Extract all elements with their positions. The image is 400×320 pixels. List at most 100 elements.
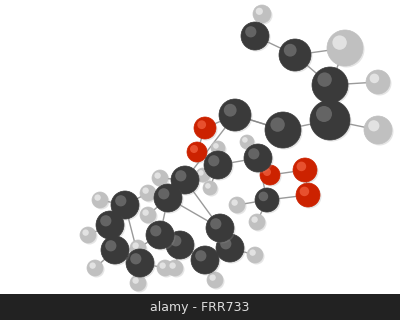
Circle shape (204, 151, 232, 179)
Circle shape (207, 272, 223, 288)
Circle shape (102, 237, 130, 266)
Circle shape (170, 235, 182, 246)
Circle shape (142, 188, 149, 194)
Circle shape (280, 41, 312, 73)
Circle shape (208, 215, 236, 244)
Circle shape (224, 104, 237, 116)
Circle shape (187, 142, 207, 162)
Circle shape (219, 99, 251, 131)
Circle shape (148, 222, 176, 251)
Circle shape (312, 101, 352, 141)
Circle shape (154, 184, 182, 212)
Circle shape (130, 275, 146, 291)
Circle shape (206, 153, 234, 180)
Circle shape (204, 182, 218, 196)
Circle shape (208, 274, 224, 290)
Circle shape (158, 261, 174, 277)
Circle shape (218, 236, 246, 263)
Circle shape (242, 137, 248, 143)
Circle shape (192, 247, 220, 276)
Circle shape (154, 172, 170, 188)
Circle shape (368, 120, 380, 132)
Circle shape (294, 159, 318, 183)
Circle shape (247, 247, 263, 263)
Circle shape (172, 167, 200, 196)
Circle shape (82, 228, 98, 244)
Circle shape (270, 117, 285, 132)
Circle shape (190, 145, 198, 153)
Circle shape (208, 155, 219, 166)
Circle shape (229, 197, 245, 213)
Circle shape (206, 214, 234, 242)
Circle shape (296, 183, 320, 207)
Circle shape (89, 262, 96, 269)
Circle shape (242, 137, 256, 150)
Circle shape (245, 26, 256, 37)
Circle shape (370, 74, 379, 83)
Circle shape (328, 31, 364, 68)
Circle shape (152, 170, 168, 186)
Circle shape (166, 231, 194, 259)
Circle shape (94, 194, 101, 201)
Circle shape (213, 143, 219, 149)
Circle shape (318, 72, 332, 87)
Circle shape (332, 36, 347, 50)
Circle shape (168, 233, 196, 260)
Circle shape (312, 67, 348, 103)
Text: alamy - FRR733: alamy - FRR733 (150, 300, 250, 314)
Circle shape (154, 172, 161, 179)
Circle shape (368, 71, 392, 95)
Circle shape (196, 168, 210, 182)
Circle shape (175, 170, 186, 181)
Circle shape (188, 143, 208, 164)
Circle shape (126, 249, 154, 277)
Circle shape (157, 260, 173, 276)
Circle shape (130, 253, 142, 264)
Circle shape (96, 211, 124, 239)
Circle shape (203, 181, 217, 195)
Circle shape (265, 112, 301, 148)
Circle shape (251, 216, 258, 223)
Circle shape (248, 249, 264, 265)
Circle shape (248, 148, 260, 159)
Circle shape (364, 116, 392, 144)
Circle shape (242, 23, 270, 52)
Circle shape (94, 194, 110, 210)
Circle shape (132, 276, 148, 292)
Circle shape (100, 215, 111, 227)
Circle shape (246, 146, 274, 173)
Circle shape (241, 22, 269, 50)
Circle shape (132, 243, 139, 249)
Circle shape (210, 218, 222, 229)
Circle shape (194, 117, 216, 139)
Circle shape (198, 170, 204, 176)
Circle shape (168, 261, 184, 277)
Circle shape (298, 185, 322, 209)
Circle shape (142, 187, 158, 203)
Circle shape (80, 227, 96, 243)
Circle shape (255, 188, 279, 212)
Circle shape (244, 144, 272, 172)
Circle shape (314, 68, 350, 105)
Circle shape (240, 135, 254, 149)
Circle shape (284, 44, 296, 57)
Circle shape (171, 166, 199, 194)
Circle shape (101, 236, 129, 264)
Bar (0, 294, 400, 320)
Circle shape (146, 221, 174, 249)
Circle shape (263, 168, 271, 176)
Circle shape (111, 191, 139, 219)
Circle shape (128, 251, 156, 278)
Circle shape (256, 8, 263, 15)
Circle shape (132, 277, 139, 284)
Circle shape (220, 238, 231, 249)
Circle shape (253, 5, 271, 23)
Circle shape (230, 198, 246, 214)
Circle shape (256, 189, 280, 213)
Circle shape (159, 262, 166, 269)
Circle shape (258, 192, 268, 201)
Circle shape (198, 170, 212, 183)
Circle shape (140, 185, 156, 201)
Circle shape (300, 187, 309, 196)
Circle shape (216, 234, 244, 262)
